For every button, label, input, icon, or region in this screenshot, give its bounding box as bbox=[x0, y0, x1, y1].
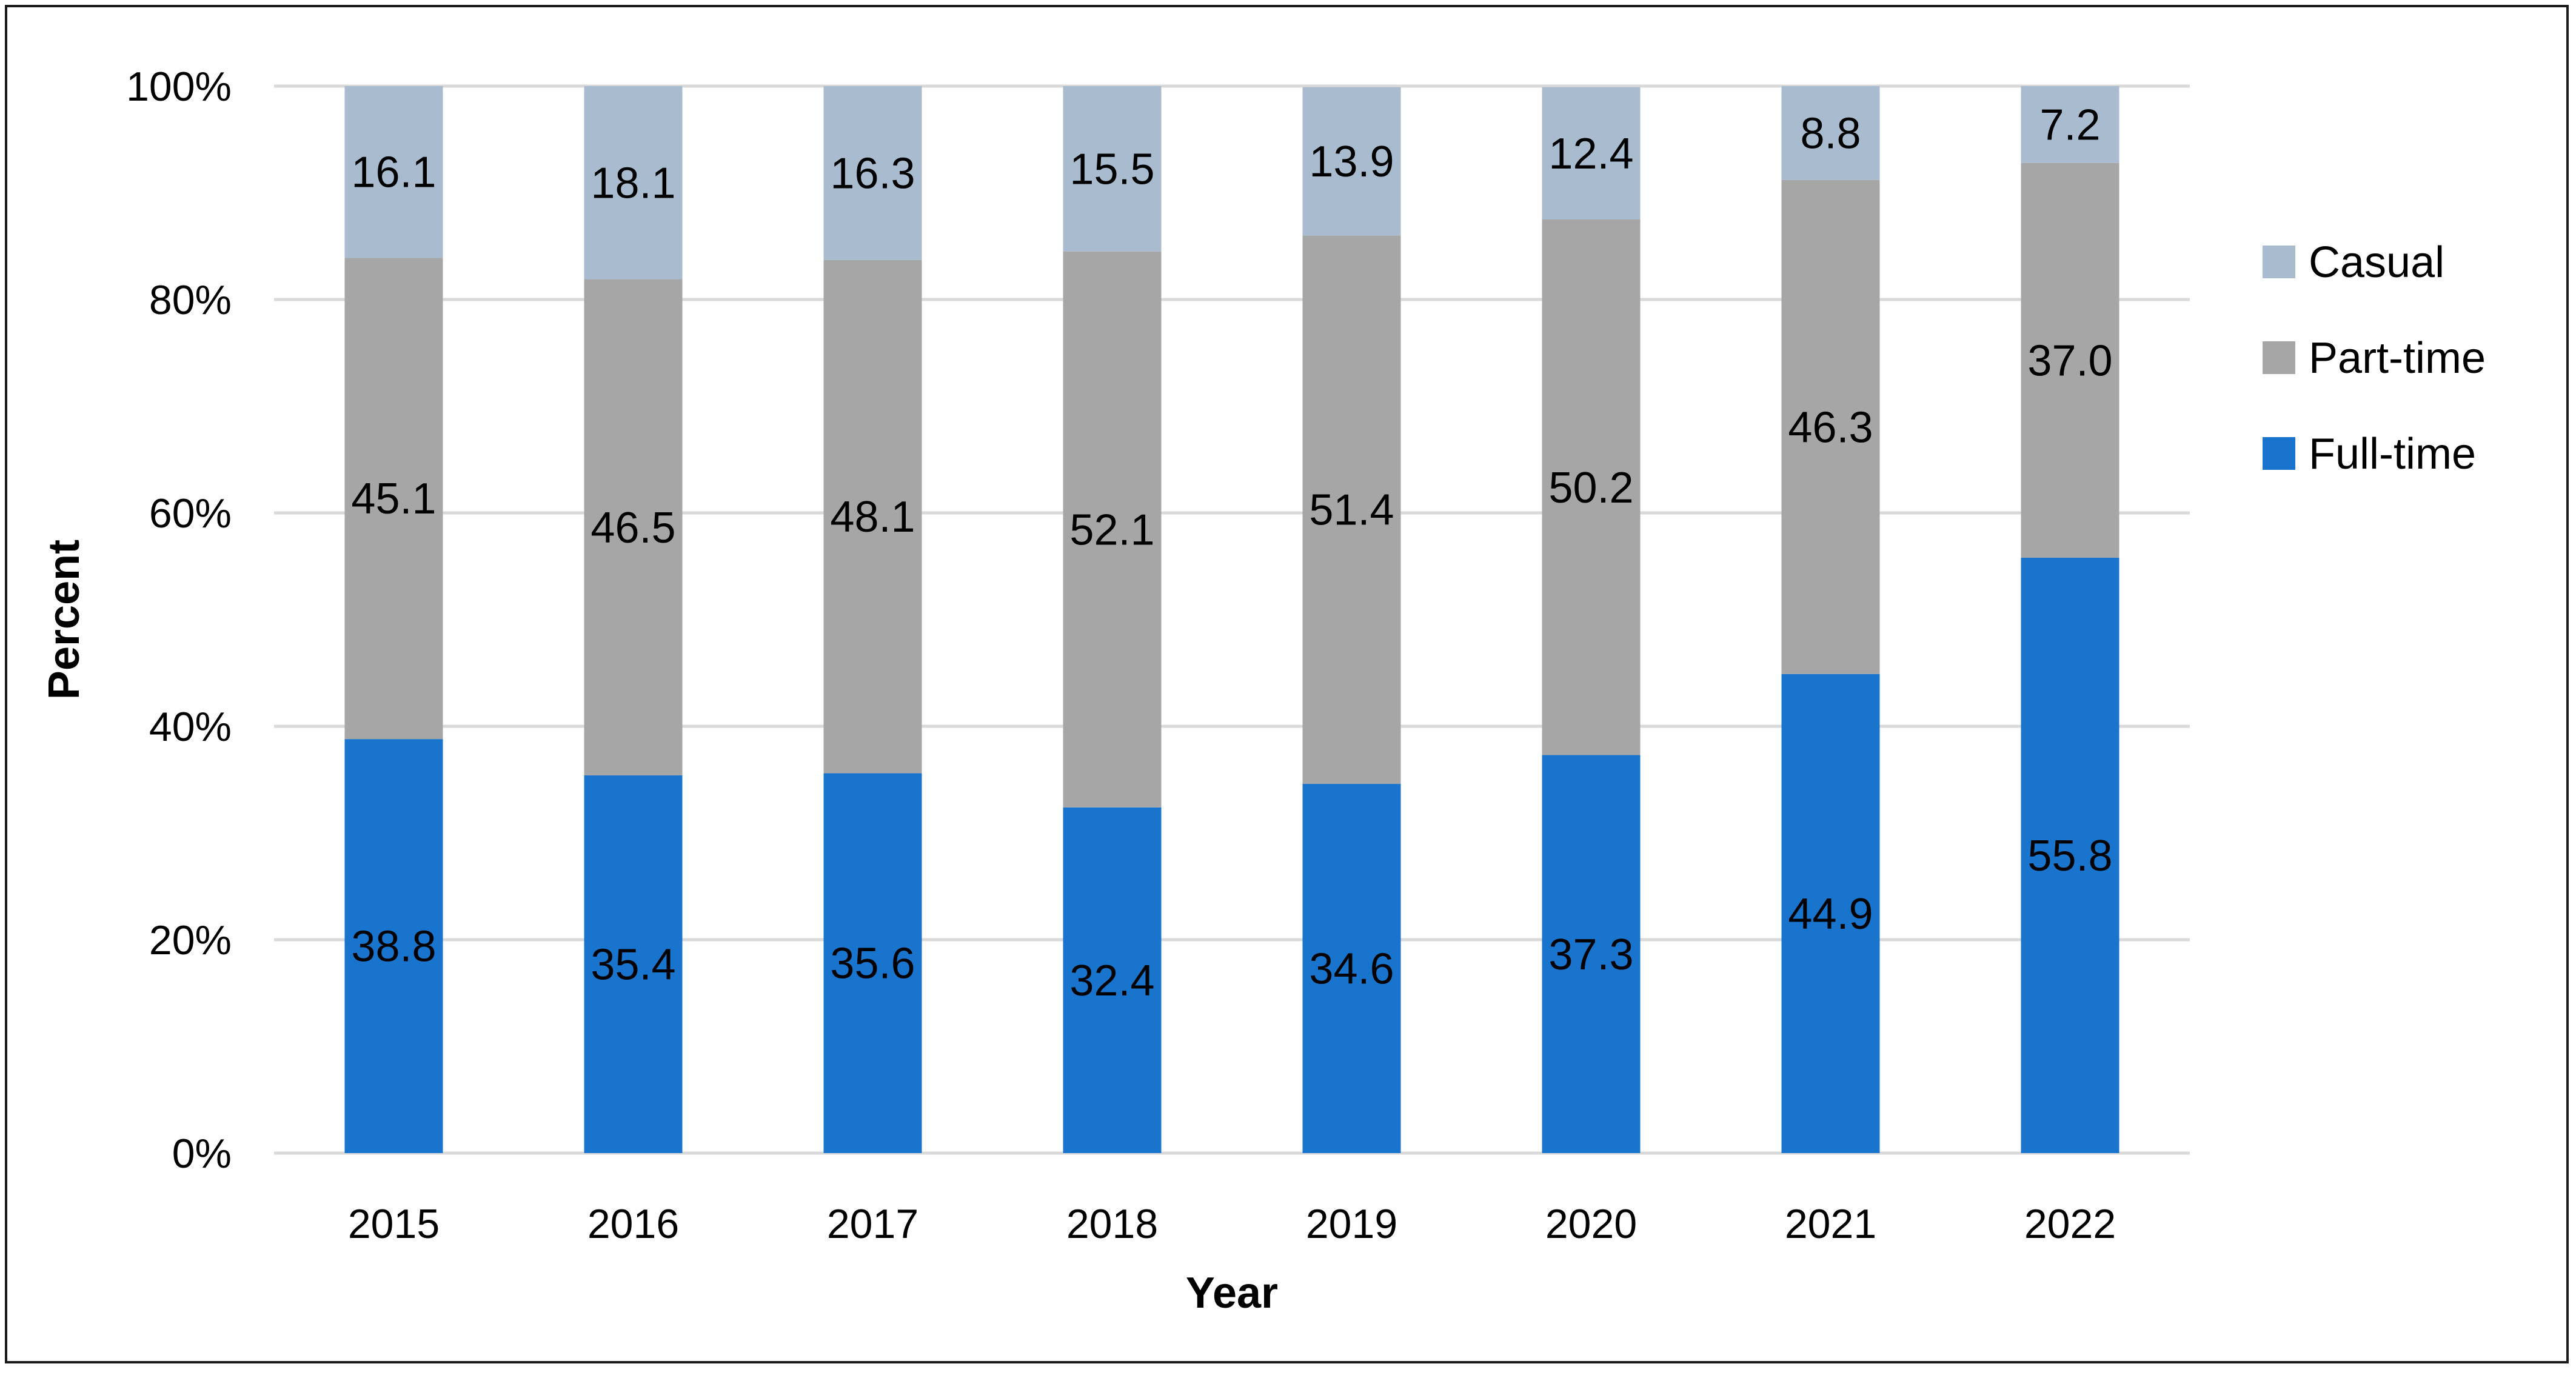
bar-segment-part-time bbox=[2021, 162, 2119, 558]
data-label: 46.5 bbox=[590, 504, 675, 552]
bar-segment-full-time bbox=[344, 739, 443, 1153]
data-label: 52.1 bbox=[1069, 506, 1154, 554]
data-label: 48.1 bbox=[830, 493, 915, 541]
bar-segment-full-time bbox=[1781, 674, 1880, 1153]
data-label: 15.5 bbox=[1069, 145, 1154, 193]
bar-segment-full-time bbox=[1302, 784, 1401, 1153]
x-tick-label: 2017 bbox=[827, 1201, 918, 1247]
data-label: 38.8 bbox=[351, 923, 436, 971]
legend-swatch bbox=[2263, 341, 2295, 374]
x-axis-title: Year bbox=[1186, 1269, 1278, 1317]
x-tick-label: 2019 bbox=[1306, 1201, 1397, 1247]
y-tick-label: 80% bbox=[149, 277, 232, 323]
data-label: 46.3 bbox=[1788, 403, 1873, 452]
y-tick-label: 40% bbox=[149, 704, 232, 750]
segment-labels: 38.8 45.1 16.1 35.4 46.5 18.1 35.6 48.1 16.3 32.4… bbox=[351, 101, 2112, 1005]
bar-segment-part-time bbox=[823, 259, 922, 774]
bar-segment-casual bbox=[823, 86, 922, 260]
stacked-bar-chart: 38.8 45.1 16.1 35.4 46.5 18.1 35.6 48.1 16.3 32.4… bbox=[40, 64, 2486, 1317]
gridlines bbox=[274, 84, 2190, 1155]
bar-segment-casual bbox=[344, 86, 443, 258]
data-label: 51.4 bbox=[1309, 486, 1394, 535]
y-tick-label: 100% bbox=[126, 64, 232, 110]
data-label: 50.2 bbox=[1548, 464, 1633, 512]
bars bbox=[344, 86, 2119, 1153]
x-tick-label: 2015 bbox=[348, 1201, 440, 1247]
data-label: 55.8 bbox=[2027, 832, 2112, 880]
data-label: 16.3 bbox=[830, 149, 915, 198]
bar-segment-part-time bbox=[1542, 219, 1641, 755]
bar-segment-full-time bbox=[1063, 807, 1162, 1153]
data-label: 44.9 bbox=[1788, 890, 1873, 938]
data-label: 45.1 bbox=[351, 475, 436, 523]
bar-segment-full-time bbox=[584, 775, 683, 1153]
bar-segment-casual bbox=[2021, 86, 2119, 163]
x-tick-label: 2018 bbox=[1066, 1201, 1158, 1247]
data-label: 34.6 bbox=[1309, 945, 1394, 994]
data-label: 32.4 bbox=[1069, 957, 1154, 1005]
data-label: 8.8 bbox=[1800, 109, 1861, 158]
legend-label: Full-time bbox=[2309, 430, 2476, 478]
data-label: 16.1 bbox=[351, 149, 436, 197]
data-label: 18.1 bbox=[590, 159, 675, 207]
y-tick-label: 20% bbox=[149, 917, 232, 963]
chart-frame: 38.8 45.1 16.1 35.4 46.5 18.1 35.6 48.1 16.3 32.4… bbox=[5, 5, 2569, 1363]
data-label: 7.2 bbox=[2039, 101, 2100, 149]
bar-segment-part-time bbox=[1302, 235, 1401, 784]
data-label: 13.9 bbox=[1309, 138, 1394, 186]
data-label: 12.4 bbox=[1548, 130, 1633, 178]
bar-segment-full-time bbox=[1542, 755, 1641, 1153]
legend-swatch bbox=[2263, 246, 2295, 278]
data-label: 35.6 bbox=[830, 940, 915, 988]
bar-segment-casual bbox=[1063, 86, 1162, 252]
bar-segment-casual bbox=[1542, 87, 1641, 219]
legend: Casual Part-time Full-time bbox=[2263, 238, 2486, 478]
legend-label: Casual bbox=[2309, 238, 2444, 287]
legend-swatch bbox=[2263, 437, 2295, 470]
axis-ticks: 0% 20% 40% 60% 80% 100% 2015 2016 2017 2018 2019 20… bbox=[126, 64, 2116, 1247]
x-tick-label: 2020 bbox=[1545, 1201, 1637, 1247]
data-label: 35.4 bbox=[590, 940, 675, 989]
x-tick-label: 2016 bbox=[587, 1201, 679, 1247]
bar-segment-part-time bbox=[1063, 251, 1162, 808]
bar-segment-full-time bbox=[2021, 557, 2119, 1153]
x-tick-label: 2022 bbox=[2024, 1201, 2116, 1247]
bar-segment-casual bbox=[1781, 86, 1880, 180]
bar-segment-casual bbox=[1302, 87, 1401, 236]
data-label: 37.0 bbox=[2027, 336, 2112, 385]
bar-segment-part-time bbox=[1781, 179, 1880, 674]
bar-segment-part-time bbox=[344, 258, 443, 740]
legend-label: Part-time bbox=[2309, 334, 2486, 383]
bar-segment-full-time bbox=[823, 773, 922, 1153]
bar-segment-casual bbox=[584, 86, 683, 279]
data-label: 37.3 bbox=[1548, 931, 1633, 979]
bar-segment-part-time bbox=[584, 279, 683, 775]
x-tick-label: 2021 bbox=[1785, 1201, 1876, 1247]
y-tick-label: 60% bbox=[149, 490, 232, 537]
y-tick-label: 0% bbox=[172, 1131, 232, 1177]
y-axis-title: Percent bbox=[40, 540, 89, 700]
